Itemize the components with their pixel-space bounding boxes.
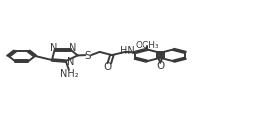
Text: O: O xyxy=(156,61,164,71)
Text: N: N xyxy=(69,43,76,53)
Text: N: N xyxy=(50,43,57,53)
Text: O: O xyxy=(103,61,111,71)
Text: OCH₃: OCH₃ xyxy=(135,40,159,49)
Text: S: S xyxy=(85,51,91,60)
Text: N: N xyxy=(67,57,74,67)
Text: NH₂: NH₂ xyxy=(60,68,78,78)
Text: HN: HN xyxy=(120,45,135,55)
